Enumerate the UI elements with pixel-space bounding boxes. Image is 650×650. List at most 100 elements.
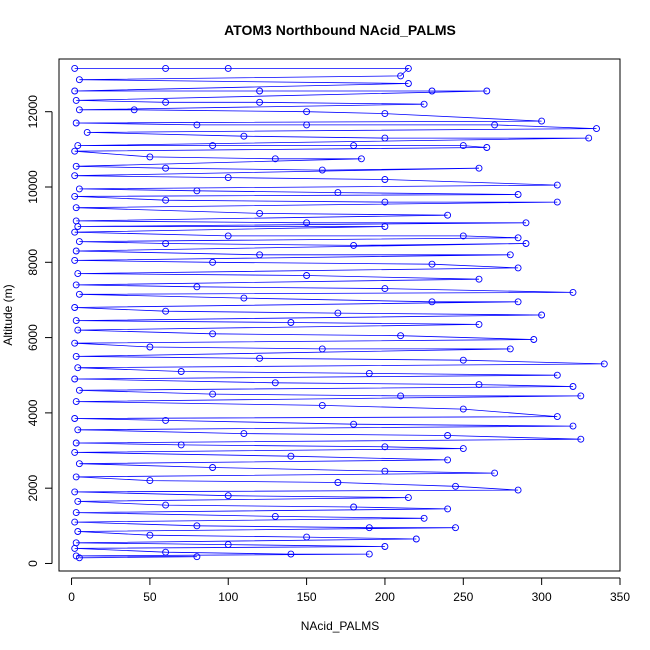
data-point bbox=[71, 544, 79, 552]
data-point bbox=[514, 298, 522, 306]
data-point bbox=[75, 185, 83, 193]
plot-frame bbox=[58, 58, 621, 572]
x-tick-label: 300 bbox=[532, 590, 552, 604]
data-point bbox=[71, 518, 79, 526]
data-point bbox=[130, 106, 138, 114]
data-point bbox=[162, 548, 170, 556]
data-point bbox=[162, 240, 170, 247]
data-point bbox=[162, 416, 170, 424]
data-point bbox=[162, 98, 170, 106]
data-point bbox=[365, 524, 373, 532]
series-points bbox=[71, 64, 608, 562]
data-point bbox=[224, 541, 232, 549]
data-point bbox=[74, 142, 82, 150]
data-point bbox=[600, 360, 608, 368]
y-tick-label: 2000 bbox=[26, 475, 40, 502]
data-point bbox=[75, 290, 83, 298]
y-tick-label: 10000 bbox=[26, 170, 40, 204]
data-point bbox=[146, 531, 154, 539]
data-point bbox=[303, 121, 311, 129]
data-point bbox=[74, 364, 82, 372]
data-point bbox=[459, 142, 467, 150]
data-point bbox=[365, 369, 373, 377]
data-point bbox=[459, 356, 467, 364]
data-point bbox=[75, 106, 83, 114]
data-point bbox=[334, 479, 342, 486]
data-point bbox=[491, 469, 499, 477]
data-point bbox=[593, 125, 600, 133]
data-point bbox=[72, 352, 80, 360]
x-axis: 0 50 100 150 200 250 300 350 bbox=[68, 577, 630, 604]
data-point bbox=[162, 64, 170, 72]
data-point bbox=[444, 505, 452, 513]
data-point bbox=[71, 147, 79, 155]
x-tick-label: 200 bbox=[375, 590, 395, 604]
data-point bbox=[271, 155, 279, 163]
data-point bbox=[381, 443, 389, 451]
data-point bbox=[71, 64, 79, 72]
data-point bbox=[72, 247, 80, 255]
series-line bbox=[74, 68, 605, 559]
data-point bbox=[569, 288, 577, 296]
data-point bbox=[381, 223, 389, 230]
x-axis-label: NAcid_PALMS bbox=[301, 619, 379, 633]
data-point bbox=[74, 497, 82, 505]
data-point bbox=[569, 383, 577, 390]
data-point bbox=[72, 96, 80, 104]
data-point bbox=[334, 189, 342, 197]
data-point bbox=[553, 413, 561, 421]
data-point bbox=[459, 405, 467, 413]
data-point bbox=[475, 275, 483, 283]
data-point bbox=[177, 368, 185, 375]
data-point bbox=[585, 134, 593, 142]
data-point bbox=[350, 241, 358, 249]
data-point bbox=[162, 196, 170, 204]
data-point bbox=[256, 354, 264, 362]
data-point bbox=[514, 234, 522, 242]
x-tick-label: 50 bbox=[143, 590, 157, 604]
data-point bbox=[318, 345, 326, 353]
data-point bbox=[75, 460, 83, 468]
data-point bbox=[303, 272, 311, 279]
data-point bbox=[256, 87, 264, 95]
data-point bbox=[177, 441, 185, 449]
data-point bbox=[240, 132, 248, 140]
data-point bbox=[256, 98, 264, 106]
data-point bbox=[193, 522, 201, 530]
data-point bbox=[303, 108, 311, 116]
data-point bbox=[397, 392, 405, 400]
data-point bbox=[240, 430, 248, 438]
data-point bbox=[271, 379, 279, 387]
data-point bbox=[553, 371, 561, 379]
data-point bbox=[538, 117, 546, 125]
data-point bbox=[71, 192, 79, 200]
data-point bbox=[193, 187, 201, 195]
data-point bbox=[412, 535, 420, 543]
data-point bbox=[224, 64, 232, 72]
data-point bbox=[75, 238, 83, 246]
y-tick-label: 6000 bbox=[26, 324, 40, 351]
data-point bbox=[240, 294, 248, 302]
data-point bbox=[350, 420, 358, 428]
data-point bbox=[514, 264, 522, 272]
data-point bbox=[74, 528, 82, 535]
data-point bbox=[71, 304, 79, 311]
data-point bbox=[209, 390, 217, 398]
data-point bbox=[71, 87, 79, 95]
data-point bbox=[428, 87, 436, 95]
data-point bbox=[75, 554, 83, 562]
data-point bbox=[459, 445, 467, 453]
data-point bbox=[483, 87, 491, 95]
data-point bbox=[459, 232, 467, 240]
data-point bbox=[318, 166, 326, 174]
data-point bbox=[404, 494, 412, 502]
data-point bbox=[72, 509, 80, 517]
data-point bbox=[420, 514, 428, 522]
data-point bbox=[404, 80, 412, 87]
data-point bbox=[256, 209, 264, 217]
data-point bbox=[397, 332, 405, 340]
data-point bbox=[71, 375, 79, 383]
data-point bbox=[506, 251, 514, 259]
data-point bbox=[209, 258, 217, 266]
data-point bbox=[271, 512, 279, 520]
